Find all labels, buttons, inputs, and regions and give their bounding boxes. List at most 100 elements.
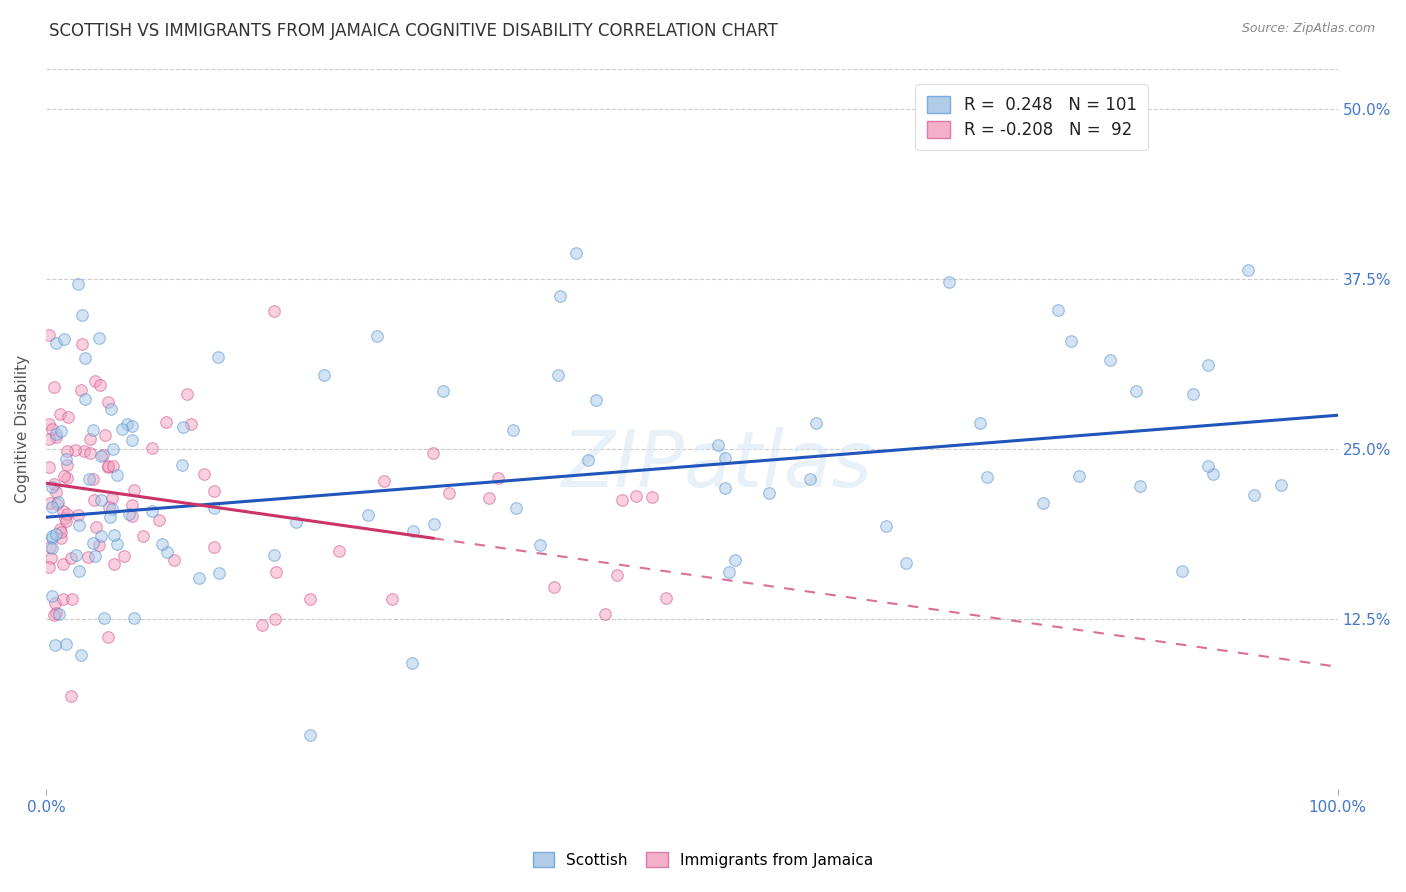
Point xyxy=(87,331,110,345)
Point xyxy=(576,453,599,467)
Point xyxy=(263,303,285,318)
Point xyxy=(67,564,90,578)
Point xyxy=(84,374,107,388)
Point xyxy=(46,495,69,509)
Point xyxy=(45,606,67,620)
Point xyxy=(39,496,62,510)
Point xyxy=(141,503,163,517)
Point xyxy=(38,540,60,554)
Point xyxy=(41,480,63,494)
Point xyxy=(42,607,65,622)
Point xyxy=(55,514,77,528)
Point xyxy=(41,422,63,436)
Point xyxy=(101,502,124,516)
Point xyxy=(55,471,77,485)
Point xyxy=(65,548,87,562)
Legend: R =  0.248   N = 101, R = -0.208   N =  92: R = 0.248 N = 101, R = -0.208 N = 92 xyxy=(915,84,1149,151)
Point xyxy=(1047,303,1070,318)
Point xyxy=(66,277,89,291)
Point xyxy=(70,383,93,397)
Point xyxy=(55,443,77,458)
Point xyxy=(193,467,215,481)
Point xyxy=(1098,352,1121,367)
Point xyxy=(59,551,82,566)
Point xyxy=(41,529,63,543)
Point xyxy=(101,491,124,506)
Point xyxy=(976,469,998,483)
Point xyxy=(626,489,648,503)
Point xyxy=(969,417,991,431)
Point xyxy=(52,558,75,572)
Point xyxy=(46,497,69,511)
Point xyxy=(266,566,288,580)
Point xyxy=(1125,384,1147,399)
Point xyxy=(82,423,104,437)
Point xyxy=(41,541,63,555)
Point xyxy=(45,485,67,500)
Point xyxy=(112,549,135,564)
Point xyxy=(875,519,897,533)
Point xyxy=(97,394,120,409)
Point xyxy=(38,327,60,342)
Point xyxy=(105,467,128,482)
Point xyxy=(38,417,60,432)
Point xyxy=(118,508,141,522)
Point xyxy=(90,529,112,543)
Point xyxy=(44,596,66,610)
Point xyxy=(612,493,634,508)
Point xyxy=(105,537,128,551)
Point xyxy=(45,527,67,541)
Point xyxy=(84,520,107,534)
Point xyxy=(312,368,335,382)
Point xyxy=(1202,467,1225,481)
Point xyxy=(52,469,75,483)
Point xyxy=(422,445,444,459)
Point xyxy=(565,245,588,260)
Point xyxy=(51,424,73,438)
Point xyxy=(707,438,730,452)
Point xyxy=(56,507,79,521)
Point xyxy=(56,458,79,472)
Text: Source: ZipAtlas.com: Source: ZipAtlas.com xyxy=(1241,22,1375,36)
Point xyxy=(89,538,111,552)
Point xyxy=(486,471,509,485)
Point xyxy=(53,510,76,524)
Point xyxy=(79,472,101,486)
Point xyxy=(38,432,60,446)
Point xyxy=(202,500,225,515)
Point xyxy=(172,420,194,434)
Point xyxy=(585,392,607,407)
Point xyxy=(1032,496,1054,510)
Point xyxy=(44,639,66,653)
Point xyxy=(894,556,917,570)
Point xyxy=(56,410,79,425)
Point xyxy=(799,472,821,486)
Point xyxy=(208,566,231,581)
Point xyxy=(131,529,153,543)
Point xyxy=(188,571,211,585)
Point xyxy=(1197,458,1219,473)
Y-axis label: Cognitive Disability: Cognitive Disability xyxy=(15,355,30,503)
Point xyxy=(42,379,65,393)
Point xyxy=(73,392,96,407)
Point xyxy=(51,503,73,517)
Point xyxy=(53,332,76,346)
Point xyxy=(550,288,572,302)
Point xyxy=(121,499,143,513)
Point xyxy=(373,474,395,488)
Point xyxy=(141,441,163,455)
Point xyxy=(402,524,425,538)
Point xyxy=(121,418,143,433)
Point xyxy=(1237,263,1260,277)
Point xyxy=(547,368,569,382)
Point xyxy=(67,518,90,533)
Point xyxy=(148,513,170,527)
Point xyxy=(65,443,87,458)
Point xyxy=(44,476,66,491)
Point xyxy=(437,485,460,500)
Point xyxy=(724,552,747,566)
Point xyxy=(299,728,322,742)
Point xyxy=(505,500,527,515)
Point xyxy=(1270,477,1292,491)
Point xyxy=(593,607,616,622)
